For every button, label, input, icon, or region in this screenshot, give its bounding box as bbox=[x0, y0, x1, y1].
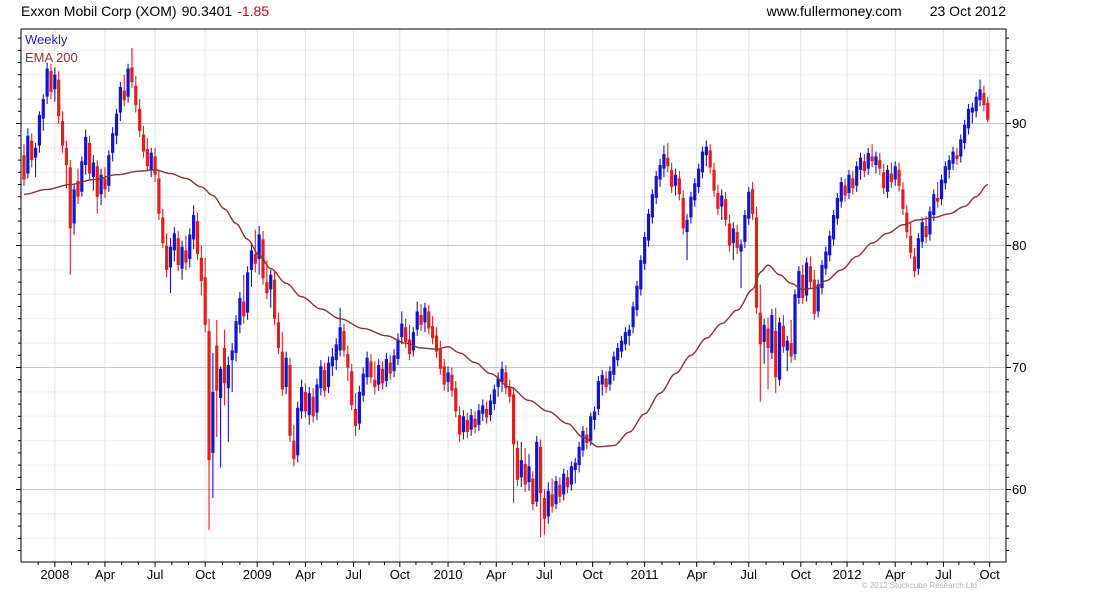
x-axis-label: Oct bbox=[791, 567, 812, 582]
x-axis-label: Oct bbox=[390, 567, 411, 582]
x-axis-label: 2010 bbox=[434, 567, 463, 582]
x-axis-label: Jul bbox=[536, 567, 553, 582]
x-axis-label: Apr bbox=[687, 567, 708, 582]
x-axis-label: Jul bbox=[345, 567, 362, 582]
header-right: www.fullermoney.com 23 Oct 2012 bbox=[767, 3, 1006, 19]
y-axis-label: 70 bbox=[1012, 360, 1026, 375]
website-text: www.fullermoney.com bbox=[766, 3, 902, 19]
x-axis-label: 2009 bbox=[243, 567, 272, 582]
y-axis-label: 80 bbox=[1012, 238, 1026, 253]
gridlines bbox=[21, 29, 1006, 562]
last-price: 90.3401 bbox=[181, 3, 233, 19]
x-axis-label: Oct bbox=[980, 567, 1001, 582]
timeframe-label: Weekly bbox=[25, 32, 68, 47]
plot-border bbox=[20, 28, 1007, 563]
chart-legend: Weekly EMA 200 bbox=[25, 31, 78, 67]
x-axis-label: 2008 bbox=[40, 567, 69, 582]
instrument-title: Exxon Mobil Corp (XOM) bbox=[21, 3, 177, 19]
chart-title-bar: Exxon Mobil Corp (XOM) 90.3401 -1.85 bbox=[21, 3, 269, 19]
axis-ticks bbox=[16, 37, 1011, 567]
y-axis-label: 90 bbox=[1012, 116, 1026, 131]
candlesticks bbox=[22, 47, 990, 538]
axis-labels: 60 70 80 90 2008 Apr Jul Oct 2009 Apr Jul Oct 2010 Ap… bbox=[40, 116, 1026, 582]
x-axis-label: Jul bbox=[147, 567, 164, 582]
y-axis-label: 60 bbox=[1012, 482, 1026, 497]
x-axis-label: Oct bbox=[195, 567, 216, 582]
x-axis-label: Oct bbox=[582, 567, 603, 582]
x-axis-label: Apr bbox=[486, 567, 507, 582]
copyright-notice: © 2012 Stockcube Research Ltd bbox=[861, 581, 977, 590]
ema-legend-label: EMA 200 bbox=[25, 50, 78, 65]
ema-line bbox=[23, 169, 989, 448]
chart-date: 23 Oct 2012 bbox=[929, 3, 1006, 19]
x-axis-label: Jul bbox=[740, 567, 757, 582]
x-axis-label: 2012 bbox=[833, 567, 862, 582]
x-axis-label: Apr bbox=[95, 567, 116, 582]
x-axis-label: 2011 bbox=[631, 567, 659, 582]
x-axis-label: Jul bbox=[935, 567, 952, 582]
x-axis-label: Apr bbox=[295, 567, 316, 582]
price-change: -1.85 bbox=[237, 3, 270, 19]
x-axis-label: Apr bbox=[885, 567, 906, 582]
